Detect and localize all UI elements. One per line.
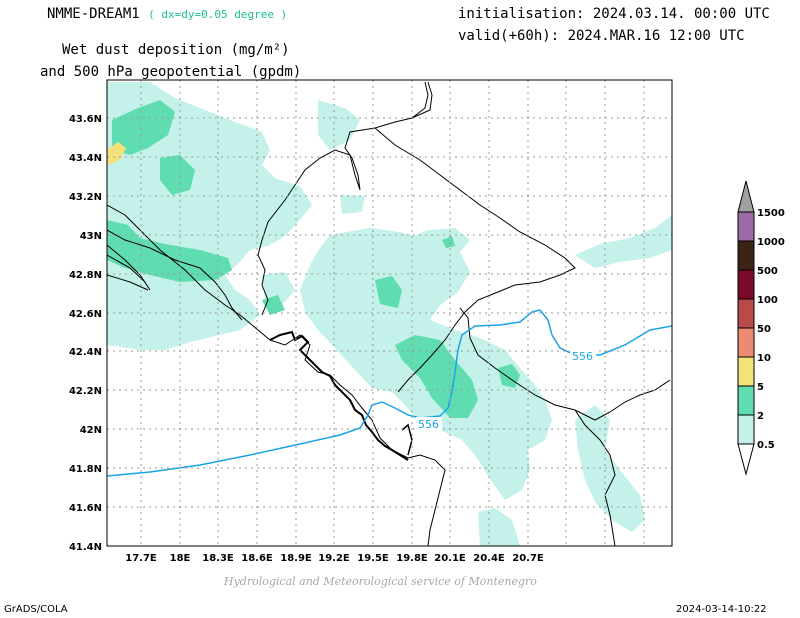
legend-label: 50 bbox=[757, 324, 771, 335]
lat-label: 43.6N bbox=[69, 114, 102, 125]
lon-label: 20.1E bbox=[434, 553, 466, 564]
legend-swatch bbox=[737, 385, 755, 416]
legend-swatch bbox=[737, 211, 755, 242]
legend-label: 5 bbox=[757, 382, 764, 393]
model-title: NMME-DREAM1 ( dx=dy=0.05 degree ) bbox=[47, 6, 287, 22]
legend-label: 1500 bbox=[757, 208, 785, 219]
coastline bbox=[269, 330, 409, 461]
legend-swatch bbox=[737, 327, 755, 358]
coastline-detail bbox=[401, 423, 413, 456]
legend-label: 100 bbox=[757, 295, 778, 306]
lat-label: 42.2N bbox=[69, 386, 102, 397]
lon-label: 18.9E bbox=[280, 553, 312, 564]
lon-label: 19.2E bbox=[318, 553, 350, 564]
color-legend bbox=[737, 180, 755, 476]
legend-swatch bbox=[737, 269, 755, 300]
lon-label: 17.7E bbox=[125, 553, 157, 564]
initialisation-time: initialisation: 2024.03.14. 00:00 UTC bbox=[458, 6, 770, 22]
latitude-labels: 43.6N 43.4N 43.2N 43N 42.8N 42.6N 42.4N … bbox=[69, 114, 102, 553]
lon-label: 18.3E bbox=[202, 553, 234, 564]
legend-swatch bbox=[737, 298, 755, 329]
deposition-medium-areas bbox=[107, 100, 520, 418]
dust-deposition-field bbox=[107, 81, 672, 546]
legend-labels: 1500 1000 500 100 50 10 5 2 0.5 bbox=[757, 208, 785, 451]
legend-bottom-arrow bbox=[737, 443, 755, 476]
resolution-label: ( dx=dy=0.05 degree ) bbox=[148, 8, 288, 21]
lat-label: 42.8N bbox=[69, 270, 102, 281]
credit-text: Hydrological and Meteorological service … bbox=[224, 575, 537, 588]
geopotential-contour-556 bbox=[107, 309, 672, 477]
lon-label: 18E bbox=[170, 553, 191, 564]
deposition-light-areas bbox=[107, 82, 672, 546]
legend-label: 0.5 bbox=[757, 440, 775, 451]
lat-label: 41.6N bbox=[69, 503, 102, 514]
lat-label: 41.8N bbox=[69, 464, 102, 475]
lon-label: 19.8E bbox=[396, 553, 428, 564]
model-name: NMME-DREAM1 bbox=[47, 6, 140, 22]
lat-label: 42.6N bbox=[69, 309, 102, 320]
legend-top-arrow bbox=[737, 180, 755, 213]
legend-label: 10 bbox=[757, 353, 771, 364]
lat-label: 42.4N bbox=[69, 347, 102, 358]
valid-time: valid(+60h): 2024.MAR.16 12:00 UTC bbox=[458, 28, 745, 44]
legend-swatch bbox=[737, 356, 755, 387]
lon-label: 18.6E bbox=[241, 553, 273, 564]
lon-label: 20.7E bbox=[512, 553, 544, 564]
legend-swatch bbox=[737, 414, 755, 445]
deposition-high-spot bbox=[107, 142, 126, 165]
lat-label: 41.4N bbox=[69, 542, 102, 553]
lat-label: 43N bbox=[80, 231, 102, 242]
contour-label: 556 bbox=[418, 418, 439, 431]
map-frame bbox=[106, 79, 673, 547]
map-title-line2: and 500 hPa geopotential (gpdm) bbox=[40, 64, 302, 80]
map-title-line1: Wet dust deposition (mg/m²) bbox=[62, 42, 290, 58]
timestamp-label: 2024-03-14-10:22 bbox=[676, 604, 767, 615]
lat-label: 43.4N bbox=[69, 153, 102, 164]
legend-label: 2 bbox=[757, 411, 764, 422]
legend-label: 1000 bbox=[757, 237, 785, 248]
lon-label: 19.5E bbox=[357, 553, 389, 564]
map-grid bbox=[107, 80, 672, 546]
contour-label: 556 bbox=[572, 350, 593, 363]
contour-labels: 556 556 bbox=[416, 349, 596, 431]
legend-swatch bbox=[737, 240, 755, 271]
legend-label: 500 bbox=[757, 266, 778, 277]
lat-label: 43.2N bbox=[69, 192, 102, 203]
lat-label: 42N bbox=[80, 425, 102, 436]
longitude-labels: 17.7E 18E 18.3E 18.6E 18.9E 19.2E 19.5E … bbox=[125, 553, 544, 564]
software-label: GrADS/COLA bbox=[4, 604, 68, 615]
lon-label: 20.4E bbox=[473, 553, 505, 564]
